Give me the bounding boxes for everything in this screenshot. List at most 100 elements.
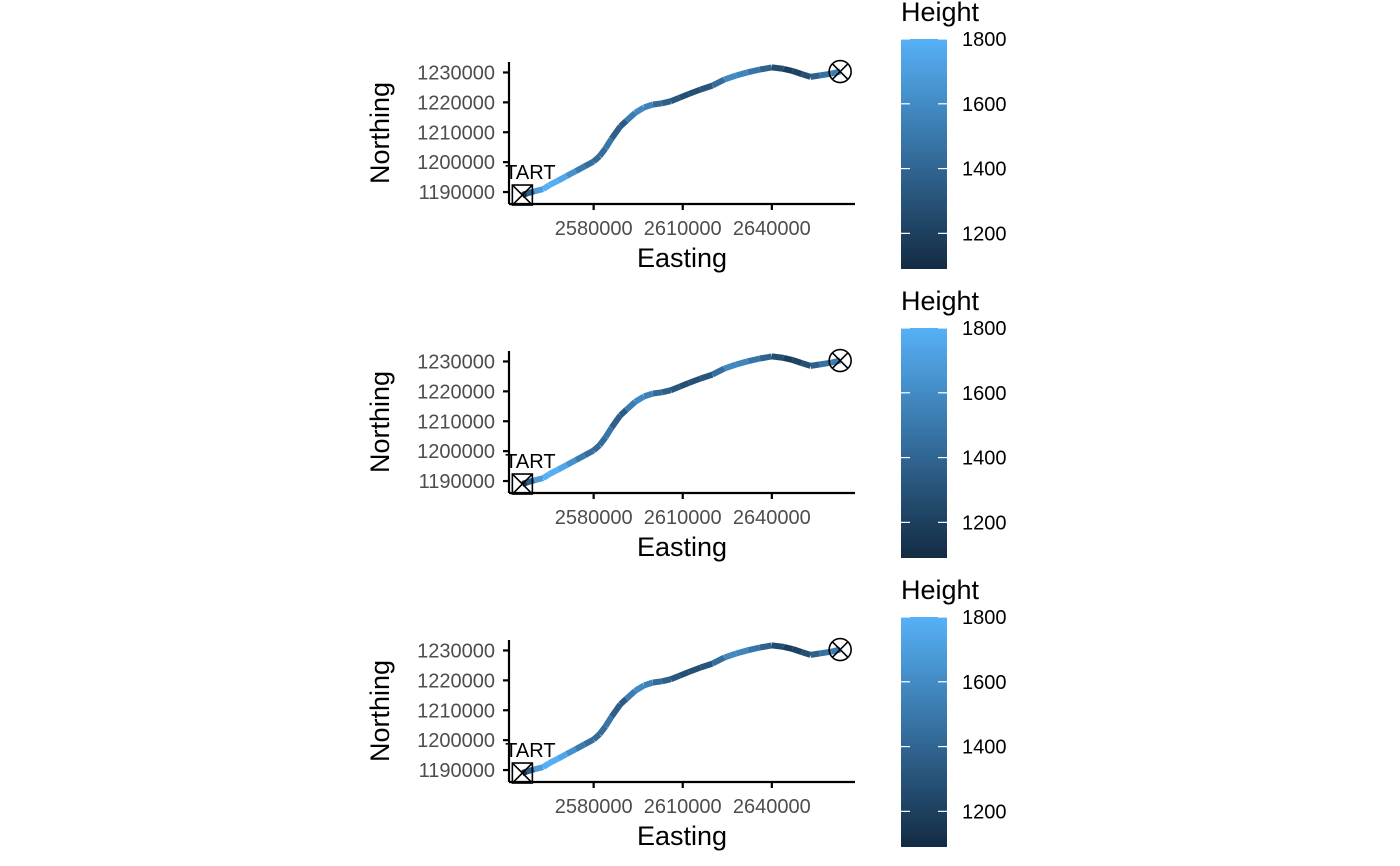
- colorbar-tick-label: 1400: [962, 737, 1007, 759]
- legend-1: Height 1200 1400 1600 1800: [901, 0, 1007, 269]
- x-tick-label: 2610000: [644, 796, 722, 818]
- path-segment: [591, 442, 602, 453]
- path-segment: [791, 646, 803, 655]
- y-tick-label: 1210000: [417, 411, 495, 433]
- path-segment: [661, 676, 672, 685]
- end-circle-cross-icon: [828, 59, 852, 84]
- path-segment: [583, 736, 596, 747]
- y-tick-label: 1230000: [417, 351, 495, 373]
- path-segment: [597, 724, 608, 737]
- path-segment: [565, 457, 578, 468]
- path-segment: [783, 65, 794, 74]
- y-tick-label: 1190000: [419, 760, 495, 782]
- path-segment: [723, 650, 738, 661]
- y-axis-title: Northing: [365, 660, 395, 762]
- path-segment: [747, 644, 761, 654]
- path-segment: [547, 756, 560, 766]
- path-segment: [602, 715, 615, 728]
- path-segment: [547, 467, 560, 477]
- path-segment: [699, 660, 714, 671]
- colorbar: [901, 328, 947, 558]
- legend-2: Height 1200 1400 1600 1800: [901, 286, 1007, 558]
- legend-title: Height: [901, 575, 980, 605]
- path-segment: [541, 471, 551, 481]
- end-circle-cross-icon: [828, 637, 852, 662]
- path-segment: [711, 654, 726, 667]
- x-tick-label: 2640000: [733, 507, 811, 529]
- path-segment: [810, 361, 820, 369]
- path-segment: [678, 380, 690, 390]
- path-segment: [687, 86, 702, 97]
- x-axis-title: Easting: [637, 821, 727, 851]
- end-circle-cross-icon: [828, 348, 852, 373]
- y-tick-label: 1210000: [417, 700, 495, 722]
- y-tick-label: 1200000: [417, 730, 495, 752]
- panel-2: 2580000 2610000 2640000 1190000 1200000 12100…: [365, 348, 855, 562]
- path-segment: [669, 94, 681, 104]
- path-segment: [609, 124, 623, 141]
- path-segment: [624, 110, 638, 124]
- y-tick-label: 1220000: [417, 92, 495, 114]
- path-segment: [783, 643, 794, 652]
- path-segment: [597, 435, 608, 448]
- path-segment: [541, 182, 551, 192]
- x-tick-label: 2640000: [733, 796, 811, 818]
- colorbar-tick-label: 1400: [962, 159, 1007, 181]
- start-label: TART: [505, 451, 555, 473]
- path-segment: [747, 66, 761, 76]
- path-segment: [633, 682, 646, 694]
- legend-title: Height: [901, 286, 980, 316]
- path-segment: [800, 360, 812, 369]
- colorbar-tick-label: 1800: [962, 318, 1007, 340]
- x-tick-label: 2580000: [555, 218, 633, 240]
- path-segment: [678, 91, 690, 101]
- path-segment: [669, 672, 681, 682]
- path-segment: [618, 118, 629, 129]
- path-segment: [533, 475, 544, 484]
- path-segment: [687, 664, 702, 675]
- path-segment: [602, 426, 615, 439]
- colorbar-tick-label: 1600: [962, 94, 1007, 116]
- path-segment: [711, 76, 726, 89]
- x-tick-label: 2640000: [733, 218, 811, 240]
- colorbar-tick-label: 1600: [962, 672, 1007, 694]
- path-segment: [574, 741, 587, 752]
- path-segment: [723, 361, 738, 372]
- path-segment: [652, 100, 663, 108]
- path-segment: [574, 163, 587, 174]
- y-tick-label: 1220000: [417, 381, 495, 403]
- colorbar-tick-label: 1800: [962, 29, 1007, 51]
- path-segment: [759, 353, 773, 362]
- path-segment: [735, 69, 749, 79]
- path-segment: [591, 153, 602, 164]
- colorbar-tick-label: 1200: [962, 223, 1007, 245]
- panel-1: 2580000 2610000 2640000 1190000 1200000 12100…: [365, 59, 855, 273]
- path-segment: [565, 746, 578, 757]
- start-square-cross-icon: [511, 762, 534, 784]
- path-segment: [810, 650, 820, 658]
- path-segment: [556, 173, 569, 184]
- path-segment: [791, 357, 803, 366]
- path-segment: [759, 64, 773, 73]
- colorbar-tick-label: 1400: [962, 448, 1007, 470]
- path-segment: [609, 702, 623, 719]
- colorbar: [901, 617, 947, 847]
- colorbar-tick-label: 1800: [962, 607, 1007, 629]
- y-tick-label: 1200000: [417, 441, 495, 463]
- path-segment: [800, 649, 812, 658]
- path-segment: [652, 389, 663, 397]
- y-tick-label: 1190000: [419, 471, 495, 493]
- path-segment: [643, 101, 654, 111]
- path-segment: [699, 371, 714, 382]
- path-segment: [711, 365, 726, 378]
- y-tick-label: 1210000: [417, 122, 495, 144]
- path-segment: [609, 413, 623, 430]
- path-segment: [547, 178, 560, 188]
- path-segment: [771, 353, 785, 361]
- path-segment: [565, 168, 578, 179]
- path-segment: [783, 354, 794, 363]
- y-tick-label: 1230000: [417, 640, 495, 662]
- x-tick-label: 2580000: [555, 507, 633, 529]
- path-segment: [771, 64, 785, 72]
- legend-title: Height: [901, 0, 980, 27]
